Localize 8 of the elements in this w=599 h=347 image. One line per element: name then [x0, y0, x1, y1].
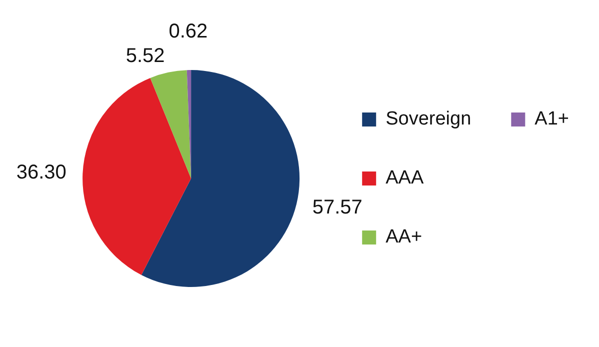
legend-label: Sovereign	[386, 108, 472, 130]
legend-label: AAA	[386, 168, 424, 189]
data-label: 36.30	[16, 161, 66, 184]
legend-label: AA+	[386, 226, 422, 248]
data-label: 57.57	[312, 196, 362, 218]
legend-label: A1+	[534, 108, 570, 130]
data-label: 5.52	[126, 45, 165, 68]
data-label: 0.62	[168, 20, 208, 43]
